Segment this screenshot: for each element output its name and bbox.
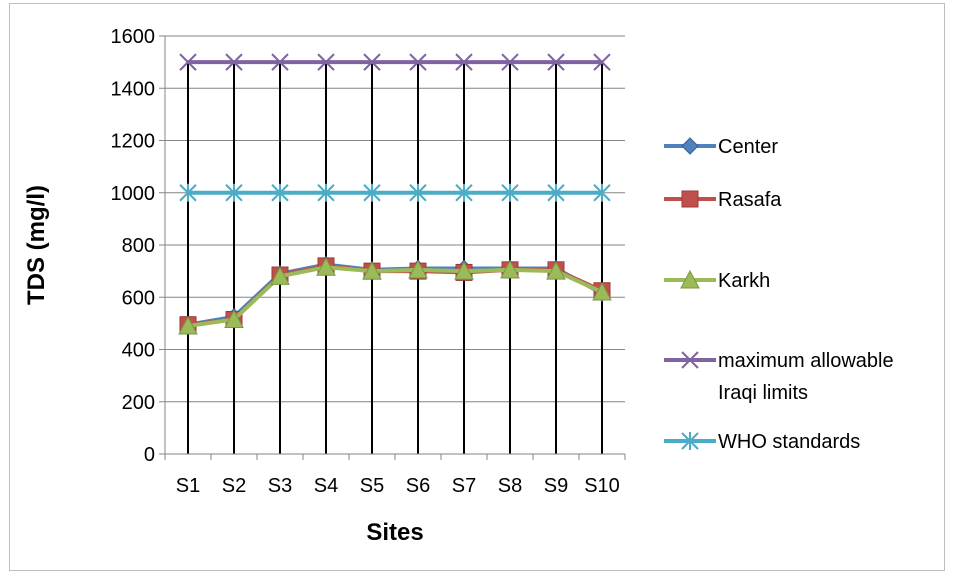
data-point xyxy=(500,259,520,279)
data-point xyxy=(271,53,289,71)
data-point xyxy=(317,53,335,71)
data-point xyxy=(178,315,198,335)
x-tick-label: S8 xyxy=(498,475,522,497)
data-point xyxy=(547,53,565,71)
data-point xyxy=(225,183,243,202)
x-tick-label: S1 xyxy=(176,475,200,497)
data-point xyxy=(409,183,427,202)
x-tick-label: S7 xyxy=(452,475,476,497)
x-tick-label: S2 xyxy=(222,475,246,497)
data-point xyxy=(271,183,289,202)
y-tick-labels: 0 200 400 600 800 1000 1200 1400 1600 xyxy=(111,26,156,466)
data-point xyxy=(592,281,612,301)
data-point xyxy=(316,257,336,276)
legend-swatch-marker xyxy=(681,137,699,155)
data-point xyxy=(363,53,381,71)
series-layer xyxy=(178,53,612,335)
y-tick-label: 0 xyxy=(144,444,155,466)
data-point xyxy=(362,261,382,280)
legend-swatch-marker xyxy=(681,190,699,208)
drop-lines xyxy=(187,62,603,454)
x-tick-label: S9 xyxy=(544,475,568,497)
data-point xyxy=(454,261,474,280)
data-point xyxy=(317,183,335,202)
data-point xyxy=(179,183,197,202)
axes xyxy=(159,35,626,460)
data-point xyxy=(363,183,381,202)
data-point xyxy=(593,183,611,202)
data-point xyxy=(409,53,427,71)
legend-item: maximum allowable Iraqi limits xyxy=(664,350,894,404)
data-point xyxy=(547,183,565,202)
x-tick-label: S4 xyxy=(314,475,338,497)
data-point xyxy=(501,183,519,202)
y-tick-label: 1200 xyxy=(111,131,156,153)
legend-swatch-marker xyxy=(681,432,699,450)
series-maximum-allowable-iraqi-limits xyxy=(179,53,611,71)
data-point xyxy=(455,53,473,71)
legend-label: Rasafa xyxy=(718,189,782,211)
series-line xyxy=(187,263,603,327)
y-tick-label: 600 xyxy=(122,287,155,309)
data-point xyxy=(546,261,566,280)
y-tick-label: 1000 xyxy=(111,183,156,205)
data-point xyxy=(455,183,473,202)
legend-label: Center xyxy=(718,136,778,158)
legend-item: Center xyxy=(664,136,778,158)
legend-item: Rasafa xyxy=(664,189,782,211)
data-point xyxy=(225,53,243,71)
data-point xyxy=(408,259,428,279)
x-axis-title: Sites xyxy=(366,519,423,546)
x-tick-label: S3 xyxy=(268,475,292,497)
y-axis-title: TDS (mg/l) xyxy=(23,185,50,305)
x-tick-labels: S1 S2 S3 S4 S5 S6 S7 S8 S9 S10 xyxy=(176,475,620,497)
legend-swatch-marker xyxy=(681,351,699,369)
legend-label: WHO standards xyxy=(718,431,860,453)
data-point xyxy=(501,53,519,71)
x-tick-label: S10 xyxy=(584,475,620,497)
series-line xyxy=(187,265,603,328)
series-karkh xyxy=(178,257,612,335)
data-point xyxy=(224,309,244,328)
x-tick-label: S5 xyxy=(360,475,384,497)
series-line xyxy=(187,262,603,327)
data-point xyxy=(270,266,290,285)
legend-label: Iraqi limits xyxy=(718,382,808,404)
data-point xyxy=(179,53,197,71)
series-who-standards xyxy=(179,183,611,202)
legend-label: maximum allowable xyxy=(718,350,894,372)
y-tick-label: 200 xyxy=(122,392,155,414)
legend-label: Karkh xyxy=(718,270,770,292)
legend-swatch-marker xyxy=(680,269,700,289)
legend: Center Rasafa Karkh maximum allowable Iraqi … xyxy=(664,136,894,453)
data-point xyxy=(593,53,611,71)
y-tick-label: 1600 xyxy=(111,26,156,48)
legend-item: WHO standards xyxy=(664,431,860,453)
x-tick-label: S6 xyxy=(406,475,430,497)
y-tick-label: 400 xyxy=(122,340,155,362)
y-tick-label: 800 xyxy=(122,235,155,257)
legend-item: Karkh xyxy=(664,269,770,292)
y-tick-label: 1400 xyxy=(111,78,156,100)
